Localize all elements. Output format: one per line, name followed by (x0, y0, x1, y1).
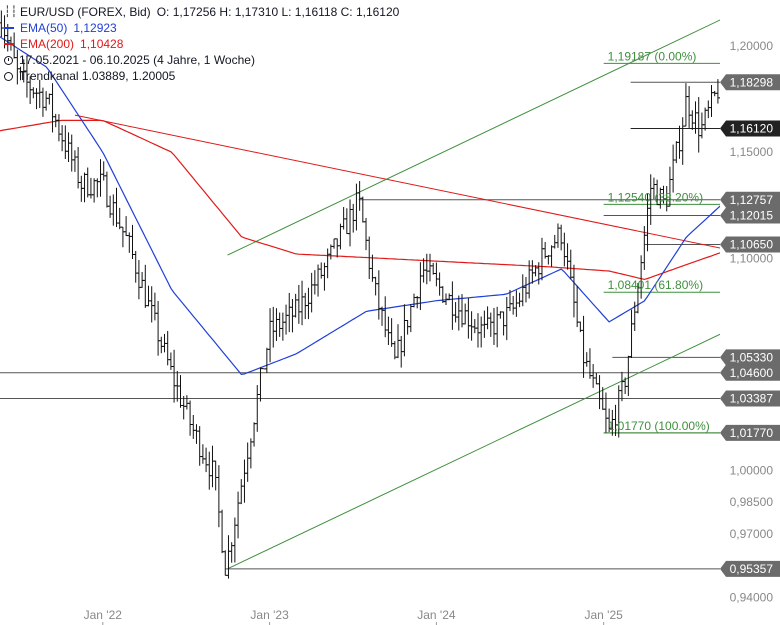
price-badge-label: 1,10650 (730, 237, 774, 251)
price-badge-label: 1,12757 (730, 193, 774, 207)
y-tick-label: 1,15000 (730, 145, 774, 159)
fib-level-label: 1,01770 (100.00%) (608, 419, 710, 433)
y-tick-label: 0,98500 (730, 495, 774, 509)
ema50-line (0, 36, 720, 376)
date-range: 17.05.2021 - 06.10.2025 (4 Jahre, 1 Woch… (19, 53, 255, 67)
ema50-row[interactable]: EMA(50) 1,12923 (4, 20, 399, 36)
fib-level-label: 1,19187 (0.00%) (608, 49, 697, 63)
channel-upper-line (227, 19, 720, 256)
ema200-value: 1,10428 (80, 37, 124, 51)
price-badge (720, 349, 780, 366)
x-tick-label: Jan '23 (250, 608, 289, 622)
price-badge (720, 120, 780, 137)
ema50-swatch (4, 27, 14, 29)
price-badge (720, 236, 780, 253)
ema200-line (0, 119, 720, 281)
price-badge (720, 424, 780, 441)
symbol-row: ┆┆ EUR/USD (FOREX, Bid) O: 1,17256 H: 1,… (4, 4, 399, 20)
price-badge-label: 1,18298 (730, 75, 774, 89)
channel-lower-line (227, 333, 720, 570)
circle-icon (4, 71, 13, 81)
y-tick-label: 0,94000 (730, 591, 774, 605)
price-badge-label: 1,05330 (730, 350, 774, 364)
ema50-label: EMA(50) (20, 21, 68, 35)
red-trendline (74, 114, 720, 249)
clock-icon (4, 55, 13, 65)
ema200-label: EMA(200) (20, 37, 75, 51)
price-badge (720, 207, 780, 224)
x-tick-label: Jan '25 (584, 608, 623, 622)
y-tick-label: 1,10000 (730, 251, 774, 265)
chart-legend: ┆┆ EUR/USD (FOREX, Bid) O: 1,17256 H: 1,… (4, 4, 399, 84)
price-badge-label: 0,95357 (730, 562, 774, 576)
bars-icon: ┆┆ (4, 6, 18, 18)
symbol-name: EUR/USD (FOREX, Bid) (20, 5, 151, 19)
y-tick-label: 1,00000 (730, 463, 774, 477)
price-badge (720, 74, 780, 91)
y-tick-label: 0,97000 (730, 527, 774, 541)
price-badge (720, 390, 780, 407)
x-tick-label: Jan '24 (417, 608, 456, 622)
ohlc-values: O: 1,17256 H: 1,17310 L: 1,16118 C: 1,16… (156, 5, 400, 19)
price-badge-label: 1,12015 (730, 209, 774, 223)
plot-area (0, 10, 720, 579)
price-badge (720, 191, 780, 208)
price-badge-label: 1,16120 (730, 121, 774, 135)
price-badge (720, 364, 780, 381)
price-badge-label: 1,01770 (730, 426, 774, 440)
y-tick-label: 1,20000 (730, 39, 774, 53)
ema200-swatch (4, 43, 14, 45)
fib-level-label: 1,08401 (61.80%) (608, 278, 703, 292)
price-badge-label: 1,03387 (730, 392, 774, 406)
trend-channel: Trendkanal 1.03889, 1.20005 (19, 69, 176, 83)
ema50-value: 1,12923 (73, 21, 117, 35)
price-badge-label: 1,04600 (730, 366, 774, 380)
fib-level-label: 1,12540 (38.20%) (608, 190, 703, 204)
price-badge (720, 560, 780, 577)
range-row: 17.05.2021 - 06.10.2025 (4 Jahre, 1 Woch… (4, 52, 399, 68)
ema200-row[interactable]: EMA(200) 1,10428 (4, 36, 399, 52)
x-tick-label: Jan '22 (84, 608, 123, 622)
channel-row: Trendkanal 1.03889, 1.20005 (4, 68, 399, 84)
